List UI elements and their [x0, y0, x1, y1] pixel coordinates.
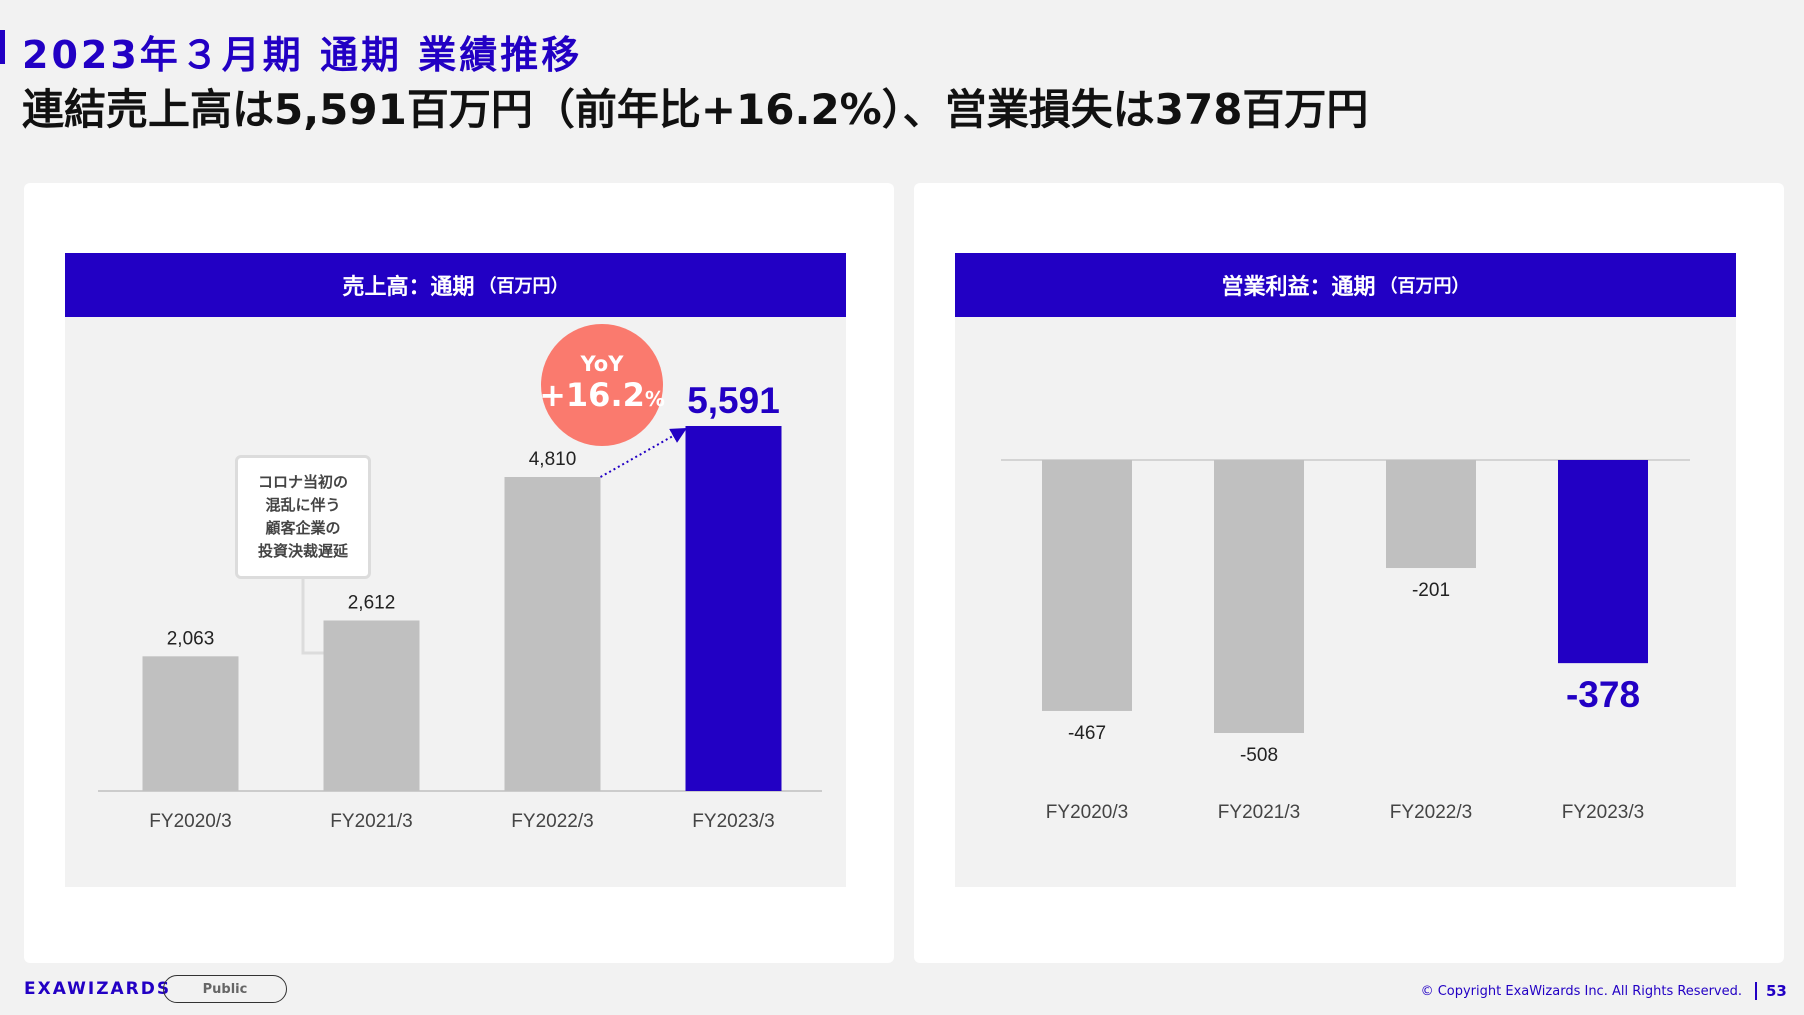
- sales-chart-header: 売上高：通期 （百万円）: [65, 253, 846, 317]
- sales-value-label: 2,063: [167, 628, 215, 649]
- x-tick-label: FY2020/3: [149, 811, 231, 832]
- note-line: 投資決裁遅延: [257, 542, 348, 560]
- x-tick-label: FY2020/3: [1046, 802, 1128, 823]
- operating-profit-chart-card: 営業利益：通期 （百万円） -467 FY2020/3 -508 FY2021/3 -2…: [914, 183, 1784, 963]
- public-tag: Public: [163, 975, 287, 1003]
- profit-bar: [1386, 460, 1476, 569]
- profit-value-label: -467: [1068, 723, 1106, 744]
- sales-bar: [142, 656, 239, 791]
- yoy-unit: %: [644, 387, 665, 411]
- sales-value-label: 2,612: [348, 592, 396, 613]
- slide-subtitle: 2023年３月期 通期 業績推移: [22, 33, 583, 77]
- sales-chart-title: 売上高：通期: [342, 275, 475, 300]
- x-tick-label: FY2023/3: [1562, 802, 1644, 823]
- profit-chart-svg: -467 FY2020/3 -508 FY2021/3 -201 FY2022/3 -378…: [1001, 459, 1690, 823]
- profit-bar: [1042, 460, 1132, 711]
- copyright-text: © Copyright ExaWizards Inc. All Rights R…: [1420, 984, 1742, 999]
- profit-chart-title: 営業利益：通期: [1221, 275, 1376, 300]
- sales-bar: [685, 426, 782, 791]
- profit-chart-area: -467 FY2020/3 -508 FY2021/3 -201 FY2022/3 -378…: [955, 317, 1736, 887]
- covid-note-box: コロナ当初の 混乱に伴う 顧客企業の 投資決裁遅延: [235, 455, 371, 579]
- profit-value-label: -201: [1412, 580, 1450, 601]
- sales-chart-svg: 2,063 FY2020/3 2,612 FY2021/3 4,810 FY2022/3 5…: [98, 380, 822, 832]
- exawizards-logo: EXAWIZARDS: [24, 979, 172, 999]
- footer-separator: [1755, 982, 1757, 1000]
- sales-value-label: 5,591: [687, 380, 780, 421]
- sales-value-label: 4,810: [529, 449, 577, 470]
- profit-chart-unit: （百万円）: [1379, 276, 1470, 297]
- sales-chart-card: 売上高：通期 （百万円） 2,063 FY2020/3 2,612 FY2021/3 4…: [24, 183, 894, 963]
- profit-value-label: -508: [1240, 745, 1278, 766]
- profit-bar: [1558, 460, 1648, 664]
- x-tick-label: FY2023/3: [692, 811, 774, 832]
- x-tick-label: FY2022/3: [511, 811, 593, 832]
- title-accent-bar: [0, 30, 5, 64]
- page-number: 53: [1766, 982, 1787, 1000]
- note-line: 混乱に伴う: [265, 496, 341, 514]
- yoy-value: +16.2: [539, 376, 645, 414]
- x-tick-label: FY2022/3: [1390, 802, 1472, 823]
- sales-bar: [504, 476, 601, 791]
- growth-arrow: [600, 428, 687, 478]
- slide-title: 連結売上高は5,591百万円（前年比+16.2%）、営業損失は378百万円: [22, 85, 1369, 134]
- yoy-label: YoY: [580, 352, 624, 376]
- x-tick-label: FY2021/3: [1218, 802, 1300, 823]
- sales-chart-unit: （百万円）: [478, 276, 569, 297]
- yoy-badge: YoY +16.2%: [539, 324, 665, 446]
- note-line: 顧客企業の: [265, 519, 341, 537]
- note-line: コロナ当初の: [257, 473, 348, 491]
- x-tick-label: FY2021/3: [330, 811, 412, 832]
- note-connector-line: [301, 579, 324, 655]
- sales-bar: [323, 620, 420, 791]
- profit-bar: [1214, 460, 1304, 733]
- profit-value-label: -378: [1566, 674, 1640, 715]
- profit-chart-header: 営業利益：通期 （百万円）: [955, 253, 1736, 317]
- sales-chart-area: 2,063 FY2020/3 2,612 FY2021/3 4,810 FY2022/3 5…: [65, 317, 846, 887]
